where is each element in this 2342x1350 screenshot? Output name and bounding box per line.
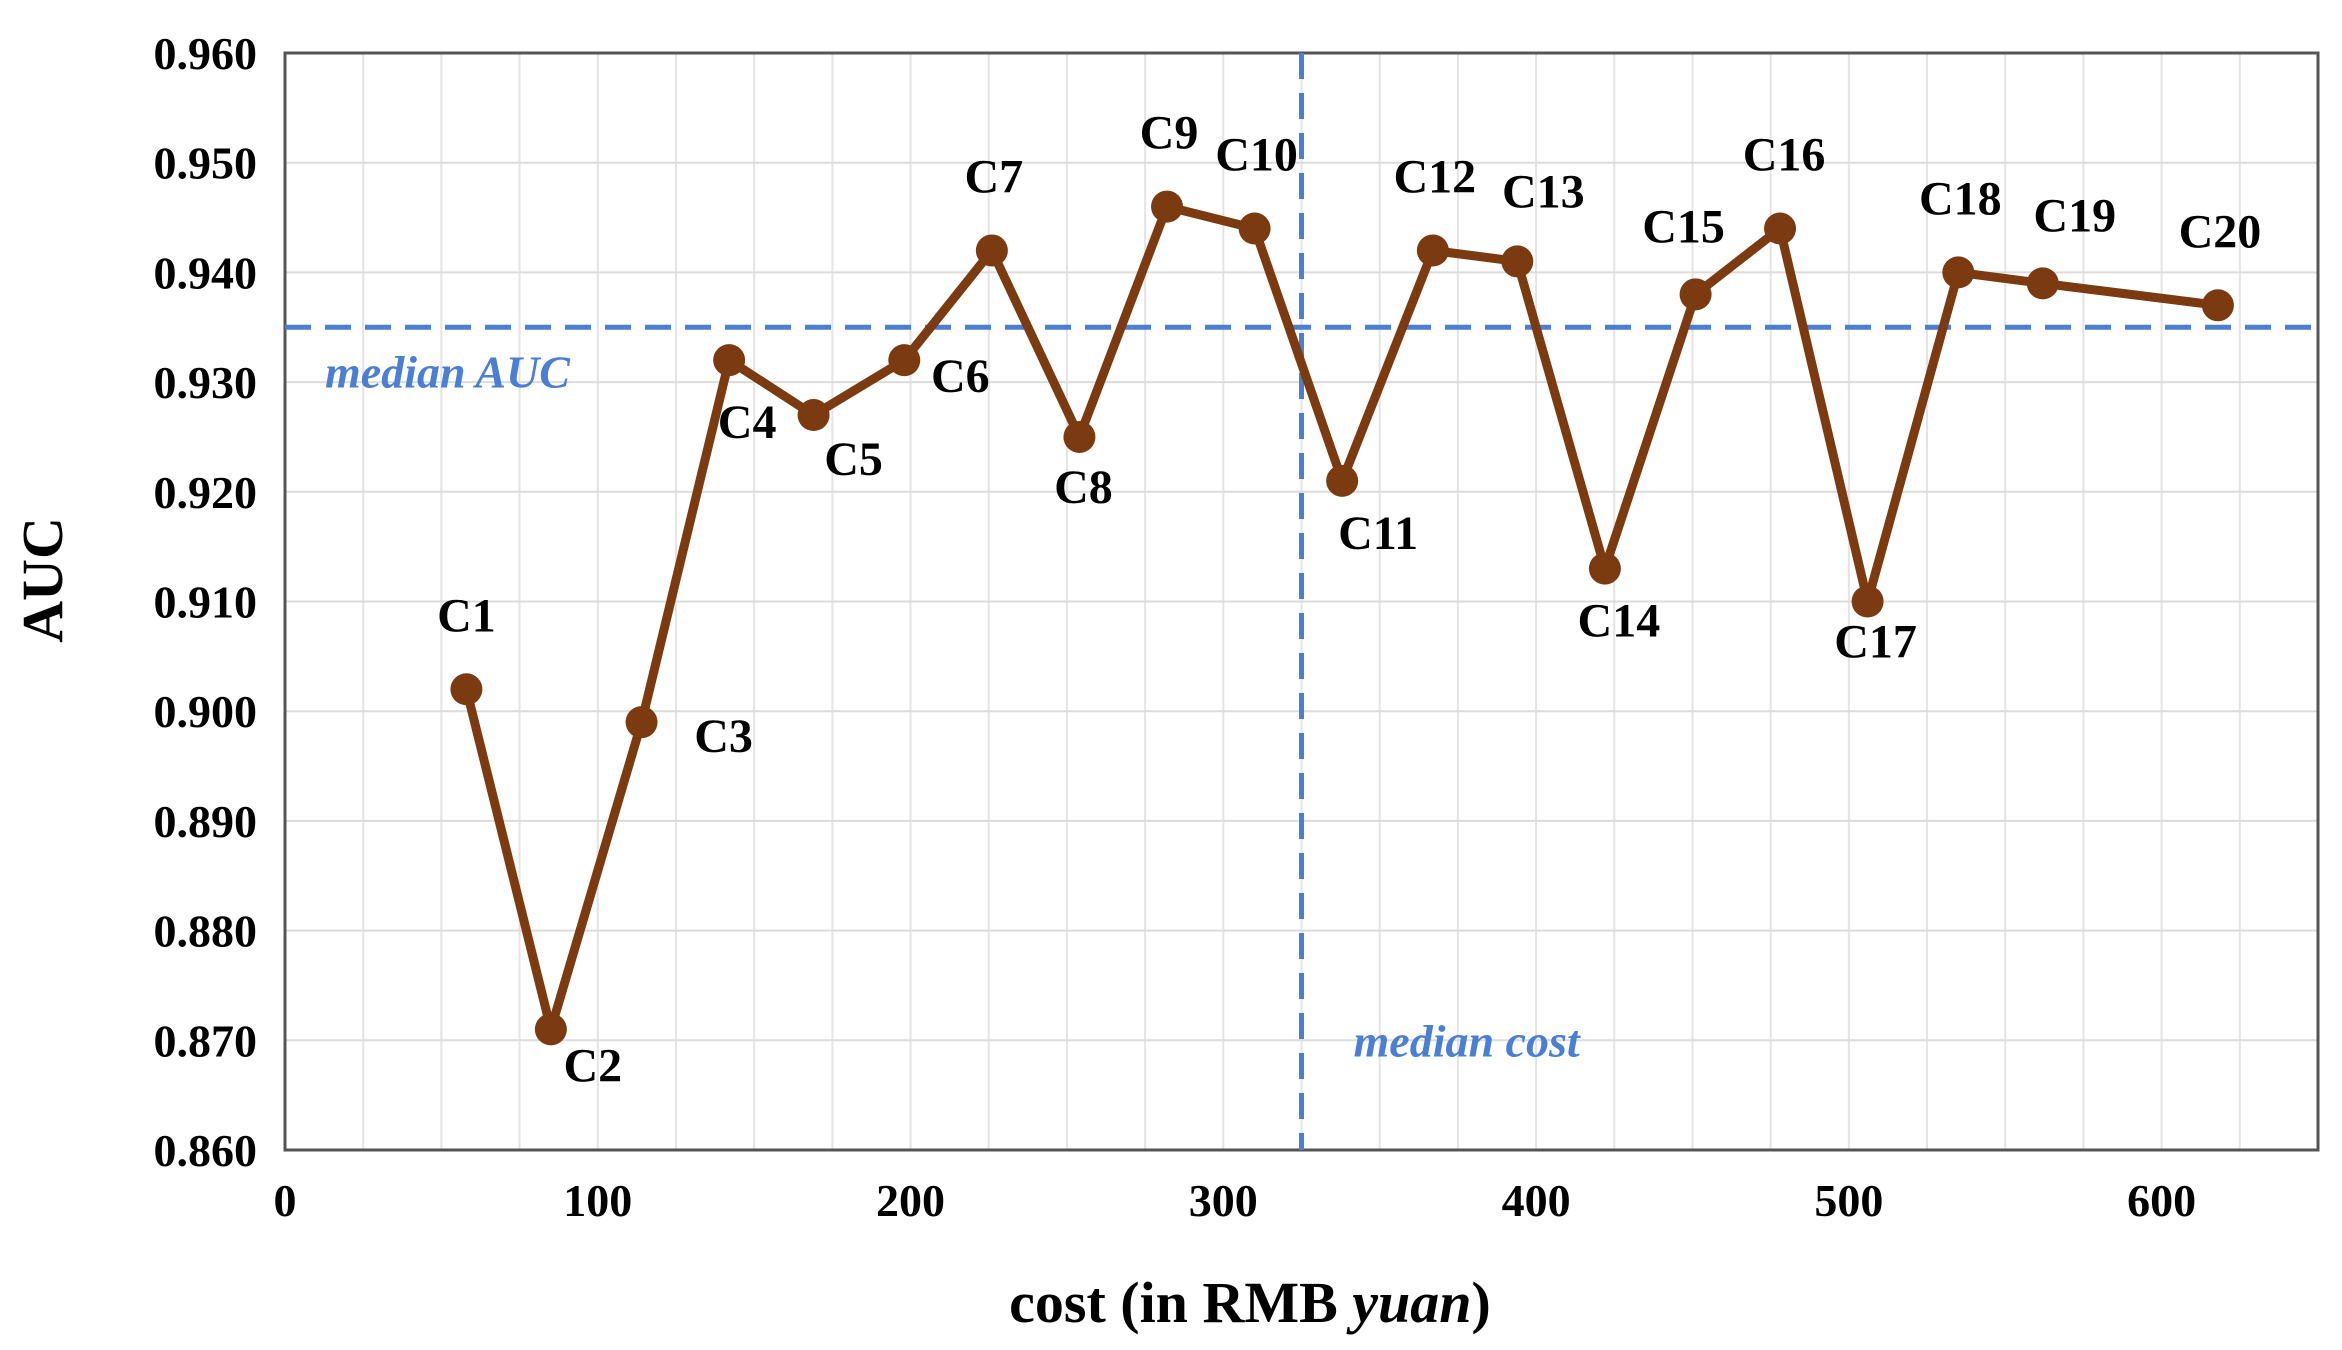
point-label-c5: C5 xyxy=(824,433,883,486)
data-point-c9 xyxy=(1151,190,1184,223)
data-point-c18 xyxy=(1942,256,1975,289)
data-point-c3 xyxy=(625,706,658,739)
y-axis-title: AUC xyxy=(10,517,75,643)
y-tick-label: 0.940 xyxy=(154,247,258,298)
y-tick-label: 0.880 xyxy=(154,906,258,957)
data-point-c17 xyxy=(1851,585,1884,618)
y-tick-label: 0.890 xyxy=(154,796,258,847)
data-point-c4 xyxy=(713,344,746,377)
x-tick-label: 400 xyxy=(1502,1175,1571,1226)
point-label-c6: C6 xyxy=(931,350,990,403)
data-point-c10 xyxy=(1238,212,1271,245)
y-tick-label: 0.900 xyxy=(154,686,258,737)
data-point-c6 xyxy=(888,344,921,377)
x-axis-title-unit: yuan xyxy=(1346,1270,1471,1335)
y-tick-label: 0.870 xyxy=(154,1015,258,1066)
point-label-c11: C11 xyxy=(1338,507,1418,560)
x-tick-label: 300 xyxy=(1189,1175,1258,1226)
point-label-c17: C17 xyxy=(1834,616,1917,669)
data-point-c8 xyxy=(1063,420,1096,453)
data-point-c5 xyxy=(797,399,830,432)
data-point-c15 xyxy=(1679,278,1712,311)
y-tick-label: 0.930 xyxy=(154,357,258,408)
x-tick-labels: 0 100 200 300 400 500 600 xyxy=(274,1175,2197,1226)
point-label-c2: C2 xyxy=(564,1039,623,1092)
data-point-c13 xyxy=(1501,245,1534,278)
series-line xyxy=(462,202,2219,1034)
x-axis-title-part: cost (in RMB xyxy=(1009,1270,1352,1335)
point-label-c7: C7 xyxy=(965,150,1024,203)
y-tick-label: 0.950 xyxy=(154,138,258,189)
point-label-c10: C10 xyxy=(1215,129,1298,182)
point-label-c4: C4 xyxy=(718,396,777,449)
point-label-c13: C13 xyxy=(1502,165,1585,218)
x-tick-label: 100 xyxy=(563,1175,632,1226)
y-tick-labels: 0.860 0.870 0.880 0.890 0.900 0.910 0.920 0.930… xyxy=(154,28,258,1176)
data-point-c16 xyxy=(1764,212,1797,245)
data-point-c19 xyxy=(2026,267,2059,300)
point-label-c9: C9 xyxy=(1140,107,1199,160)
median-cost-label: median cost xyxy=(1354,1015,1581,1066)
point-label-c18: C18 xyxy=(1919,172,2002,225)
point-label-c12: C12 xyxy=(1394,150,1477,203)
point-labels: C1 C2 C3 C4 C5 C6 C7 C8 C9 C10 C11 C12 C13 C14 C15 C16 C… xyxy=(437,107,2261,1093)
point-label-c19: C19 xyxy=(2033,189,2116,242)
data-point-c20 xyxy=(2201,289,2234,322)
point-label-c16: C16 xyxy=(1743,129,1826,182)
data-point-c2 xyxy=(534,1013,567,1046)
point-label-c15: C15 xyxy=(1642,200,1725,253)
x-tick-label: 200 xyxy=(876,1175,945,1226)
x-axis-title: cost (in RMB yuan) xyxy=(1009,1270,1491,1335)
data-point-c7 xyxy=(975,234,1008,267)
data-point-c1 xyxy=(450,673,483,706)
x-tick-label: 0 xyxy=(274,1175,297,1226)
y-tick-label: 0.960 xyxy=(154,28,258,79)
series-group xyxy=(450,190,2234,1046)
x-axis-title-part: ) xyxy=(1472,1270,1491,1335)
reference-lines: median AUC median cost xyxy=(285,53,2318,1150)
point-label-c14: C14 xyxy=(1578,595,1661,648)
point-label-c1: C1 xyxy=(437,589,496,642)
point-label-c20: C20 xyxy=(2179,205,2262,258)
y-tick-label: 0.910 xyxy=(154,577,258,628)
point-label-c3: C3 xyxy=(694,710,753,763)
x-tick-label: 600 xyxy=(2127,1175,2196,1226)
median-auc-label: median AUC xyxy=(325,346,571,397)
data-point-c14 xyxy=(1588,552,1621,585)
point-label-c8: C8 xyxy=(1054,461,1113,514)
x-tick-label: 500 xyxy=(1814,1175,1883,1226)
y-tick-label: 0.860 xyxy=(154,1125,258,1176)
y-tick-label: 0.920 xyxy=(154,467,258,518)
data-point-c11 xyxy=(1326,464,1359,497)
data-point-c12 xyxy=(1416,234,1449,267)
